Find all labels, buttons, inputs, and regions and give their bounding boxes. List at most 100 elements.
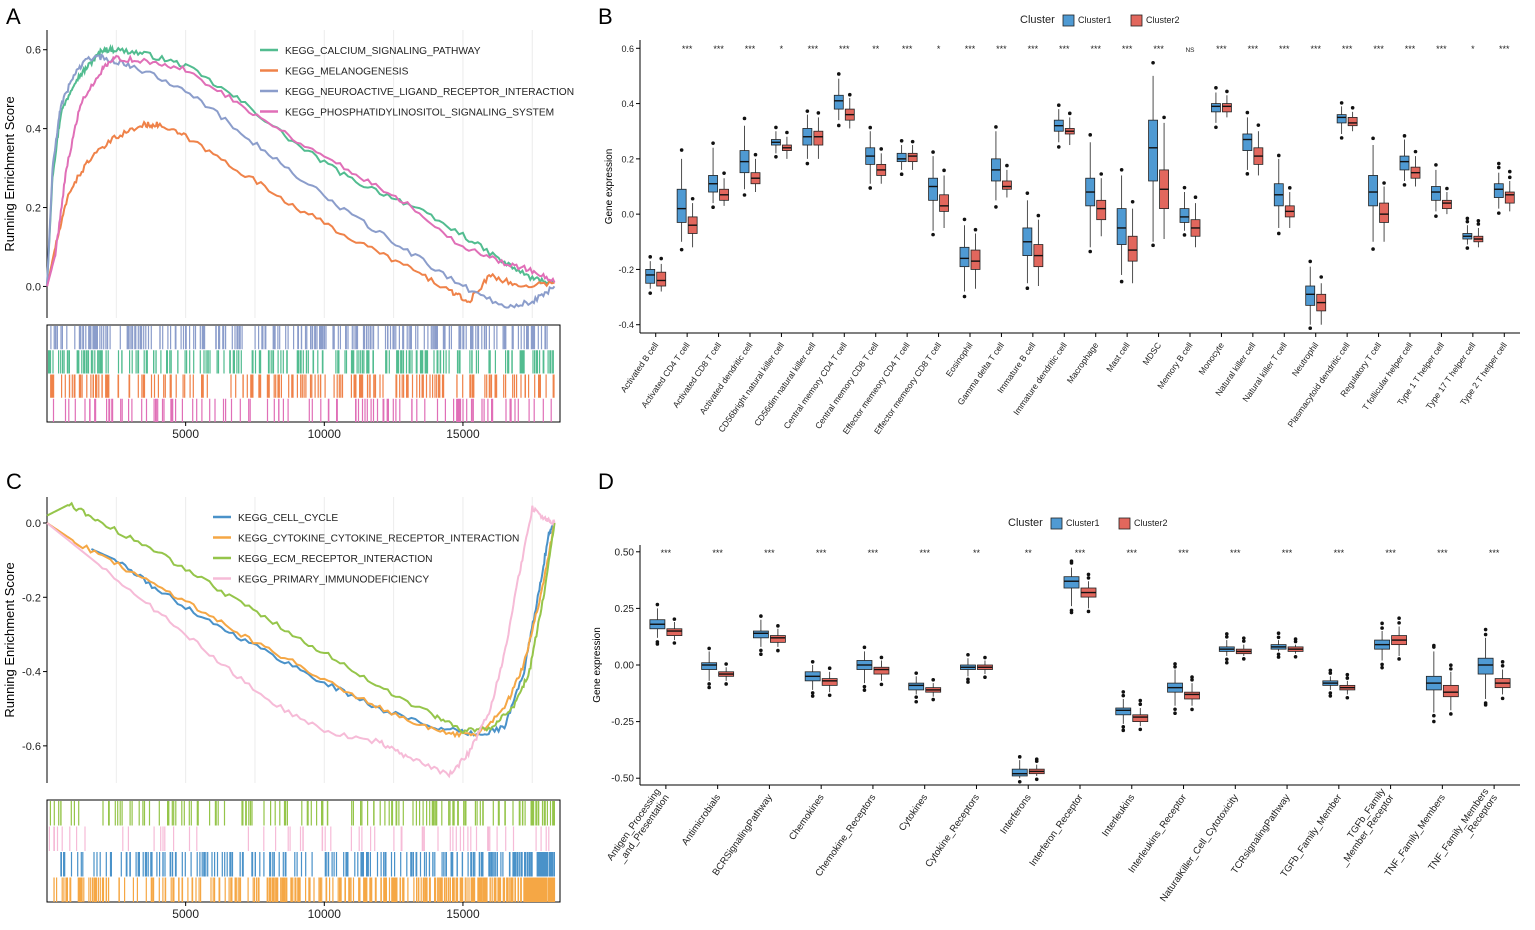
significance-label: *** [1334, 548, 1345, 558]
outlier-point [672, 617, 677, 621]
outlier-point [914, 671, 919, 675]
legend-label: Cluster1 [1078, 15, 1112, 25]
outlier-point [1496, 161, 1501, 166]
legend-swatch [1118, 517, 1131, 530]
outlier-point [711, 141, 715, 145]
category-label-line: Mast cell [1104, 340, 1132, 374]
category-label-line: Central memory CD8 T cell [813, 340, 881, 430]
significance-label: * [1471, 44, 1475, 54]
panel-letter-d: D [598, 469, 614, 494]
outlier-point [1067, 111, 1072, 116]
outlier-point [1069, 610, 1074, 615]
outlier-point [1173, 707, 1177, 712]
outlier-point [931, 232, 935, 237]
outlier-point [1182, 233, 1187, 237]
enrichment-curve-2 [46, 501, 556, 735]
significance-label: * [780, 44, 784, 54]
legend-label: KEGG_ECM_RECEPTOR_INTERACTION [238, 554, 433, 565]
box-body [970, 249, 981, 270]
significance-label: *** [1059, 44, 1070, 54]
outlier-point [1276, 153, 1281, 158]
panel-c-gsea-plot: C -0.6 -0.4 -0.2 0.0 Running Enrichment Scor… [0, 465, 590, 930]
outlier-point [1496, 211, 1501, 215]
significance-label: *** [1279, 44, 1290, 54]
outlier-point [724, 662, 728, 666]
outlier-point [655, 642, 660, 646]
category-label: Plasmacytoid dendritic cell [1286, 340, 1352, 429]
outlier-point [994, 125, 998, 129]
outlier-point [827, 666, 832, 670]
box-body [1011, 768, 1028, 777]
gsea-chart-a: A 0.0 0.2 0.4 0.6 Running Enrichment Score KE… [2, 4, 574, 441]
legend-swatch [1130, 14, 1143, 27]
enrichment-curve-3 [46, 54, 556, 287]
gsea-chart-c: C -0.6 -0.4 -0.2 0.0 Running Enrichment Scor… [2, 469, 561, 921]
category-label: Central memory CD8 T cell [813, 340, 881, 430]
outlier-point [1017, 779, 1022, 784]
outlier-point [1151, 61, 1155, 65]
category-label-line: Chemokine_Receptors [813, 792, 878, 878]
boxplot-chart-b: B Cluster Cluster1 Cluster2 -0.4 -0.2 0.0 0.2 0… [598, 4, 1520, 436]
outlier-point [1287, 186, 1292, 190]
outlier-point [879, 147, 884, 151]
category-label: Monocyte [1197, 340, 1227, 376]
significance-label: *** [745, 44, 756, 54]
outlier-point [776, 624, 780, 628]
category-label: TGFb_Family_Member [1279, 792, 1345, 880]
box-body [1002, 180, 1012, 190]
outlier-point [1445, 186, 1449, 191]
y-tick-label: -0.4 [618, 320, 634, 330]
outlier-point [1476, 222, 1481, 226]
outlier-point [1397, 616, 1401, 621]
category-label: Chemokines [787, 792, 827, 842]
significance-label: *** [1373, 44, 1384, 54]
outlier-point [1088, 133, 1093, 137]
outlier-point [1328, 694, 1333, 698]
category-label: Antigen_Processing_and_Presentation [605, 787, 672, 869]
box-body [821, 678, 838, 686]
significance-label: *** [1405, 44, 1416, 54]
outlier-point [1086, 609, 1091, 614]
category-label: MDSC [1140, 340, 1163, 366]
significance-label: *** [1230, 548, 1241, 558]
legend-label: KEGG_CELL_CYCLE [238, 513, 338, 524]
panel-a-gsea-plot: A 0.0 0.2 0.4 0.6 Running Enrichment Score KE… [0, 0, 590, 465]
outlier-point [742, 193, 747, 197]
category-label: Eosinophil [944, 340, 975, 378]
outlier-point [1193, 195, 1198, 200]
significance-label: ** [1025, 548, 1033, 558]
outlier-point [1241, 657, 1246, 661]
significance-label: *** [661, 548, 672, 558]
category-label: Central memory CD4 T cell [781, 340, 849, 430]
legend-title: Cluster [1008, 517, 1043, 529]
y-tick-label: -0.2 [618, 265, 634, 275]
outlier-point [1069, 559, 1074, 564]
box-body [1305, 285, 1316, 306]
outlier-point [899, 172, 904, 176]
box-body [1493, 183, 1504, 198]
outlier-point [1056, 103, 1061, 107]
category-label-line: Eosinophil [944, 340, 975, 378]
outlier-point [1380, 665, 1384, 670]
legend-label: KEGG_NEUROACTIVE_LIGAND_RECEPTOR_INTERAC… [285, 87, 574, 98]
outlier-point [679, 247, 684, 252]
category-label: Mast cell [1104, 340, 1132, 374]
outlier-point [1328, 671, 1333, 675]
outlier-point [759, 614, 763, 618]
significance-label: NS [1185, 47, 1195, 54]
outlier-point [722, 171, 726, 175]
category-label-line: Effector memeory CD8 T cell [872, 340, 943, 436]
significance-label: *** [868, 548, 879, 558]
outlier-point [1483, 703, 1488, 707]
category-label: Neutrophil [1290, 340, 1321, 378]
significance-label: *** [1216, 44, 1227, 54]
outlier-point [1397, 657, 1401, 661]
outlier-point [1056, 145, 1061, 149]
outlier-point [1276, 652, 1281, 657]
category-label-line: BCRSignalingPathway [710, 792, 774, 878]
outlier-point [868, 186, 873, 190]
outlier-point [914, 699, 919, 704]
outlier-point [707, 682, 711, 686]
outlier-point [759, 652, 763, 657]
category-label: Effector memeory CD8 T cell [872, 340, 943, 436]
